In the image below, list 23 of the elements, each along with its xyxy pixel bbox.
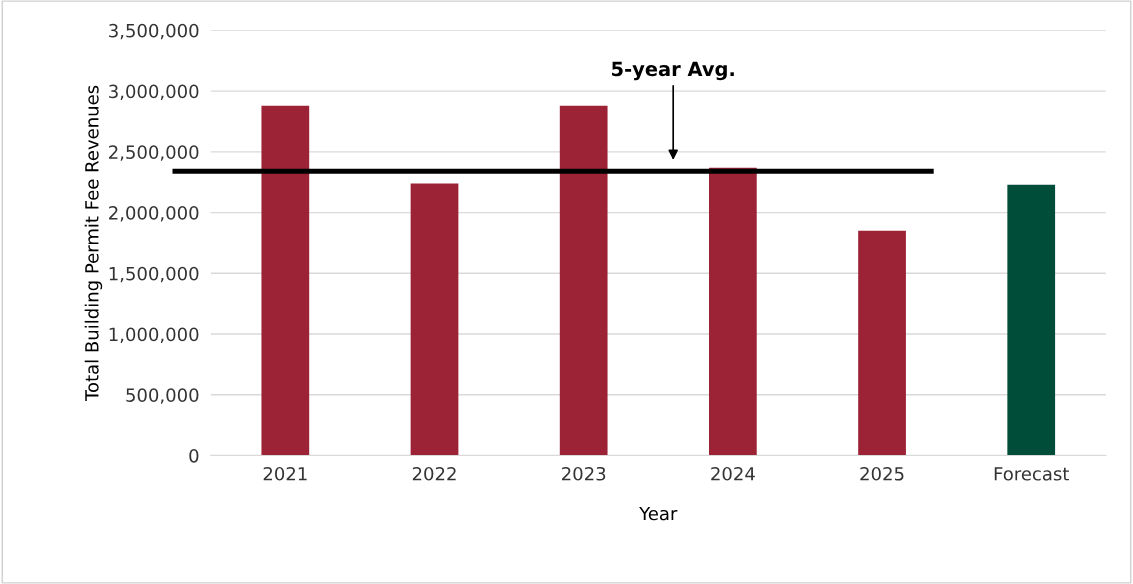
y-tick-label: 2,500,000 [109,145,199,161]
y-tick-label: 3,500,000 [109,23,199,40]
x-tick-label: 2024 [711,466,755,481]
x-tick-label: Forecast [994,467,1069,481]
bar [261,105,310,456]
y-tick-label: 500,000 [126,388,199,404]
y-axis-title: Total Building Permit Fee Revenues [84,85,103,402]
x-tick-label: 2025 [860,466,904,481]
y-tick-label: 0 [189,448,199,463]
bar [858,230,906,456]
x-tick-label: 2022 [412,466,456,481]
y-tick-label: 1,500,000 [109,266,199,283]
bar [559,105,608,456]
bar [410,183,459,456]
x-tick-label: 2023 [562,466,606,481]
bar [708,167,757,456]
y-tick-label: 3,000,000 [109,84,199,101]
y-tick-label: 2,000,000 [109,206,199,222]
x-axis-title: Year [639,506,678,521]
bar [1007,184,1056,456]
ref-line-label: 5-year Avg. [612,61,734,81]
x-tick-label: 2021 [263,466,307,481]
y-tick-label: 1,000,000 [109,327,199,344]
